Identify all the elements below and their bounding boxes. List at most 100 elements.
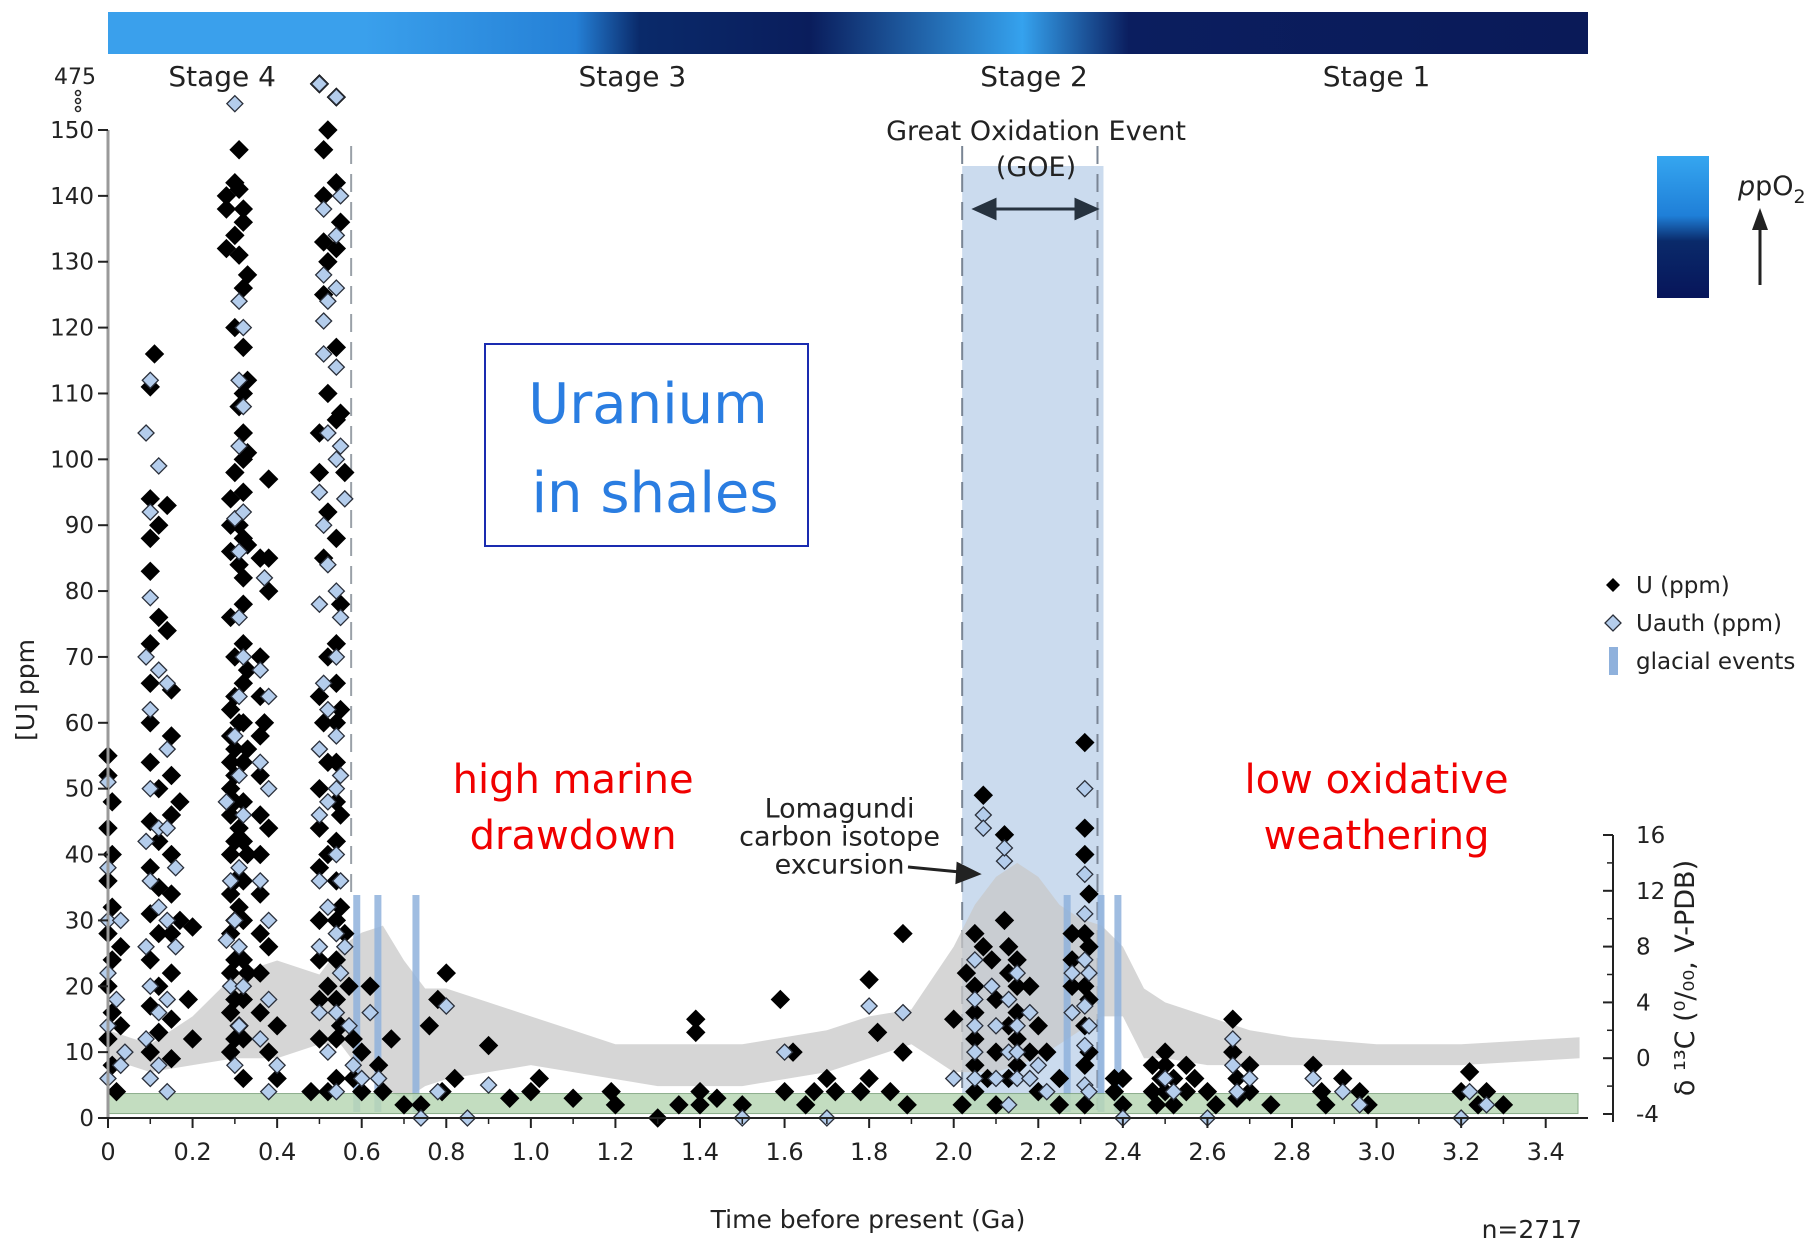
po2-scale: ppO2 <box>1657 156 1804 298</box>
uauth-point <box>1240 1069 1259 1088</box>
u-point <box>973 785 994 805</box>
u-point <box>1223 1009 1243 1029</box>
glacial-event-bar <box>1063 895 1071 1112</box>
uauth-point <box>230 371 249 390</box>
x-tick-label: 0.2 <box>173 1138 211 1166</box>
u-point <box>965 1081 985 1102</box>
uauth-point <box>327 924 346 943</box>
u-point <box>373 1081 393 1102</box>
uauth-point <box>111 1056 130 1075</box>
uauth-point <box>310 806 329 824</box>
u-point <box>309 778 330 799</box>
annotation-line: drawdown <box>470 813 677 859</box>
uauth-point <box>230 1016 249 1035</box>
data-points-layer <box>98 74 1514 1128</box>
u-point <box>170 792 190 812</box>
axes <box>106 130 1614 1122</box>
glacial-event-bar <box>374 895 382 1112</box>
uauth-point <box>310 74 329 93</box>
u-point <box>1261 1095 1281 1115</box>
uauth-point <box>259 687 278 706</box>
x-tick-label: 0 <box>100 1138 115 1166</box>
annotation-line: carbon isotope <box>739 822 940 853</box>
uauth-point <box>479 1076 498 1094</box>
u-point <box>301 1081 321 1102</box>
uauth-point <box>137 937 155 956</box>
x-tick-label: 1.2 <box>596 1138 634 1166</box>
uauth-point <box>344 1056 363 1075</box>
u-point <box>360 976 380 996</box>
uauth-point <box>230 292 249 311</box>
u-point <box>250 923 270 944</box>
u-point <box>237 265 258 285</box>
y-tick-label: 0 <box>79 1106 94 1132</box>
annotation-line: high marine <box>453 757 694 803</box>
u-point <box>1493 1095 1514 1115</box>
uauth-point <box>1020 1003 1039 1022</box>
inset-title-line-1: Uranium <box>528 372 767 437</box>
uauth-point <box>965 1043 984 1062</box>
uauth-point <box>221 977 240 996</box>
u-point <box>804 1081 824 1102</box>
u-point <box>110 1016 131 1036</box>
u-point <box>233 568 254 588</box>
glacial-events-layer <box>353 895 1122 1112</box>
y2-ticks: -4 0 4 8 12 16 <box>1603 823 1665 1128</box>
po2-scale-bar <box>1657 156 1709 298</box>
uauth-point <box>234 397 253 416</box>
uauth-point <box>1075 1036 1094 1055</box>
u-point <box>381 1029 402 1049</box>
u-point <box>330 897 351 917</box>
u-point <box>149 515 169 535</box>
uauth-point <box>437 997 456 1015</box>
x-tick-label: 1.6 <box>765 1138 803 1166</box>
u-point <box>254 713 275 733</box>
uauth-point <box>974 819 993 838</box>
uauth-point <box>107 990 126 1009</box>
u-point <box>267 1016 287 1036</box>
uauth-point <box>115 1043 134 1062</box>
uauth-point <box>310 483 329 502</box>
uauth-point <box>1075 865 1094 884</box>
u-point <box>309 1029 330 1049</box>
uauth-point <box>141 779 160 798</box>
goe-label: Great Oxidation Event <box>886 116 1186 147</box>
uauth-point <box>230 608 249 627</box>
u-point <box>258 548 279 568</box>
x-tick-label: 2.0 <box>935 1138 973 1166</box>
y-tick-label: 30 <box>65 908 94 934</box>
u-point <box>436 963 456 983</box>
u-point <box>140 673 160 693</box>
u-point <box>1028 1016 1048 1036</box>
legend-label: glacial events <box>1636 649 1795 675</box>
u-point <box>1197 1081 1218 1102</box>
uauth-point <box>230 766 249 785</box>
uauth-point <box>1223 1056 1242 1075</box>
uauth-point <box>1075 997 1094 1015</box>
uauth-point <box>225 94 244 113</box>
uauth-point <box>259 1082 278 1101</box>
y-tick-label: 70 <box>65 645 94 671</box>
y-tick-label: 130 <box>50 250 94 276</box>
u-point <box>144 344 165 364</box>
uauth-point <box>225 911 244 930</box>
y-tick-label: 40 <box>65 843 94 869</box>
y2-tick-label: 0 <box>1636 1046 1651 1072</box>
u-point <box>157 620 177 641</box>
uauth-point <box>310 937 329 956</box>
u-point <box>149 831 169 852</box>
u-point <box>258 1042 279 1062</box>
u-point <box>229 140 249 160</box>
u-point <box>952 1095 972 1115</box>
uauth-point <box>1075 779 1094 798</box>
uauth-point <box>1075 904 1094 923</box>
uauth-point <box>234 806 253 824</box>
uauth-point <box>995 852 1014 871</box>
d13c-layer <box>108 862 1580 1101</box>
uauth-point <box>331 437 350 456</box>
u-point <box>161 1049 182 1069</box>
u-point <box>110 937 131 957</box>
u-point <box>309 950 330 970</box>
u-point <box>313 232 334 252</box>
